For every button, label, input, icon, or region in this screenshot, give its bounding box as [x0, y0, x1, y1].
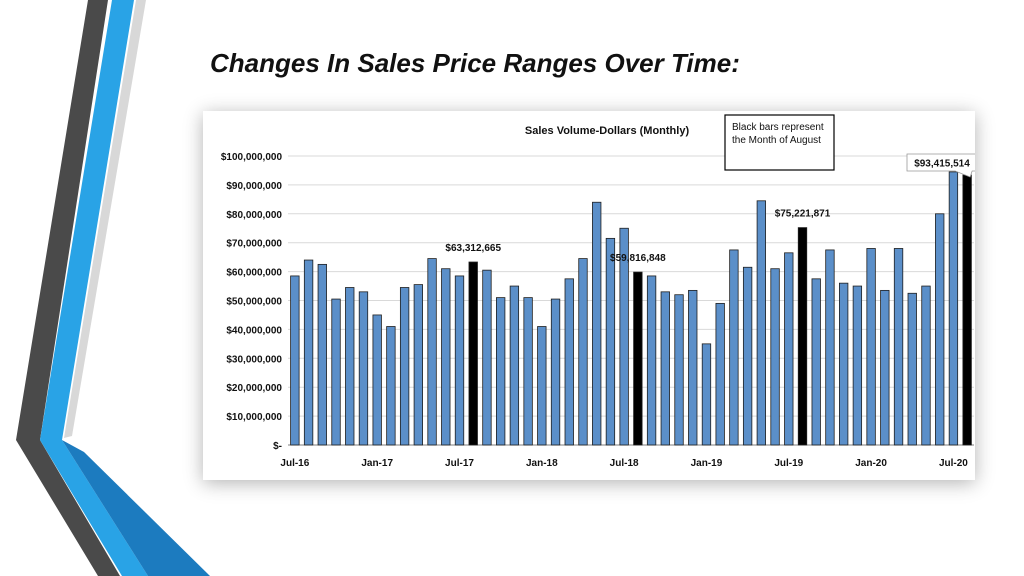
bar	[948, 171, 959, 446]
y-tick-label: $50,000,000	[226, 297, 282, 308]
bar-august	[962, 174, 972, 446]
bar	[852, 285, 863, 446]
y-tick-label: $10,000,000	[226, 412, 282, 423]
bar	[290, 275, 300, 446]
blue-stripe	[40, 0, 148, 576]
bar	[674, 294, 684, 446]
bar	[523, 297, 533, 446]
legend-note-box	[724, 114, 835, 171]
bar	[578, 258, 588, 446]
y-tick-label: $100,000,000	[221, 152, 283, 163]
bar	[564, 278, 574, 446]
bar	[893, 248, 904, 446]
x-tick-label: Jan-20	[855, 458, 887, 469]
x-tick-label: Jan-18	[526, 458, 558, 469]
bar	[907, 292, 917, 446]
data-label: $59,816,848	[610, 253, 666, 264]
x-axis-labels: Jul-16 Jan-17 Jul-17 Jan-18 Jul-18 Jan-19 Jul-…	[280, 458, 968, 469]
bars	[290, 171, 972, 446]
bar	[413, 284, 423, 446]
y-tick-label: $70,000,000	[226, 239, 282, 250]
y-tick-label: $20,000,000	[226, 383, 282, 394]
data-label-callout	[906, 153, 975, 178]
bar	[358, 291, 369, 446]
data-labels: $63,312,665 $59,816,848 $75,221,871 $93,415…	[445, 153, 975, 264]
bar	[742, 266, 753, 446]
x-tick-label: Jul-19	[774, 458, 803, 469]
data-label: $75,221,871	[775, 209, 831, 220]
bar	[482, 269, 492, 446]
bar	[921, 285, 931, 446]
bar	[701, 343, 712, 446]
x-tick-label: Jul-16	[280, 458, 309, 469]
bar	[784, 252, 794, 446]
y-axis-labels: $- $10,000,000 $20,000,000 $30,000,000 $40,0…	[221, 152, 283, 452]
bar	[935, 213, 945, 446]
bar	[454, 275, 465, 446]
bar	[756, 200, 766, 446]
bar	[592, 201, 602, 446]
bar	[550, 298, 561, 446]
bar	[770, 268, 780, 446]
bar-august	[797, 227, 808, 446]
x-tick-label: Jul-17	[445, 458, 474, 469]
light-stripe	[64, 0, 146, 438]
x-tick-label: Jan-19	[691, 458, 723, 469]
bar	[509, 285, 520, 446]
bar	[496, 297, 506, 446]
bar	[688, 289, 698, 446]
bar	[427, 258, 437, 446]
bar	[386, 326, 396, 446]
bar	[825, 249, 835, 446]
data-label: $93,415,514	[914, 159, 970, 170]
bar	[660, 291, 670, 446]
chart-panel: $- $10,000,000 $20,000,000 $30,000,000 $40,0…	[203, 111, 975, 480]
bar	[441, 268, 451, 446]
x-tick-label: Jan-17	[361, 458, 393, 469]
bar-august	[633, 271, 643, 446]
bar-august	[468, 261, 478, 446]
legend-note-line-2: the Month of August	[732, 135, 821, 146]
bar	[331, 298, 341, 446]
bar	[880, 289, 890, 446]
data-label: $63,312,665	[445, 243, 501, 254]
bar	[303, 259, 314, 446]
x-tick-label: Jul-18	[610, 458, 639, 469]
bar	[811, 278, 821, 446]
bar	[372, 314, 382, 446]
bar	[866, 248, 876, 446]
chart-title: Sales Volume-Dollars (Monthly)	[525, 125, 690, 137]
bar	[399, 287, 410, 446]
bar	[646, 275, 657, 446]
bar	[537, 326, 547, 446]
y-tick-label: $-	[273, 441, 282, 452]
legend-note-line-1: Black bars represent	[732, 122, 824, 133]
slide-title: Changes In Sales Price Ranges Over Time:	[210, 48, 740, 78]
y-tick-label: $40,000,000	[226, 325, 282, 336]
y-tick-label: $60,000,000	[226, 268, 282, 279]
y-tick-label: $30,000,000	[226, 354, 282, 365]
bar	[715, 302, 725, 446]
y-tick-label: $90,000,000	[226, 181, 282, 192]
bar	[317, 263, 327, 446]
bar	[605, 237, 616, 446]
bar	[619, 227, 629, 446]
blue-wedge	[62, 440, 210, 576]
legend-note: Black bars represent the Month of August	[724, 114, 835, 171]
x-tick-label: Jul-20	[939, 458, 968, 469]
bar	[839, 282, 849, 446]
bar	[729, 249, 739, 446]
y-tick-label: $80,000,000	[226, 210, 282, 221]
bar-chart: $- $10,000,000 $20,000,000 $30,000,000 $40,0…	[221, 114, 975, 469]
bar	[345, 287, 355, 446]
